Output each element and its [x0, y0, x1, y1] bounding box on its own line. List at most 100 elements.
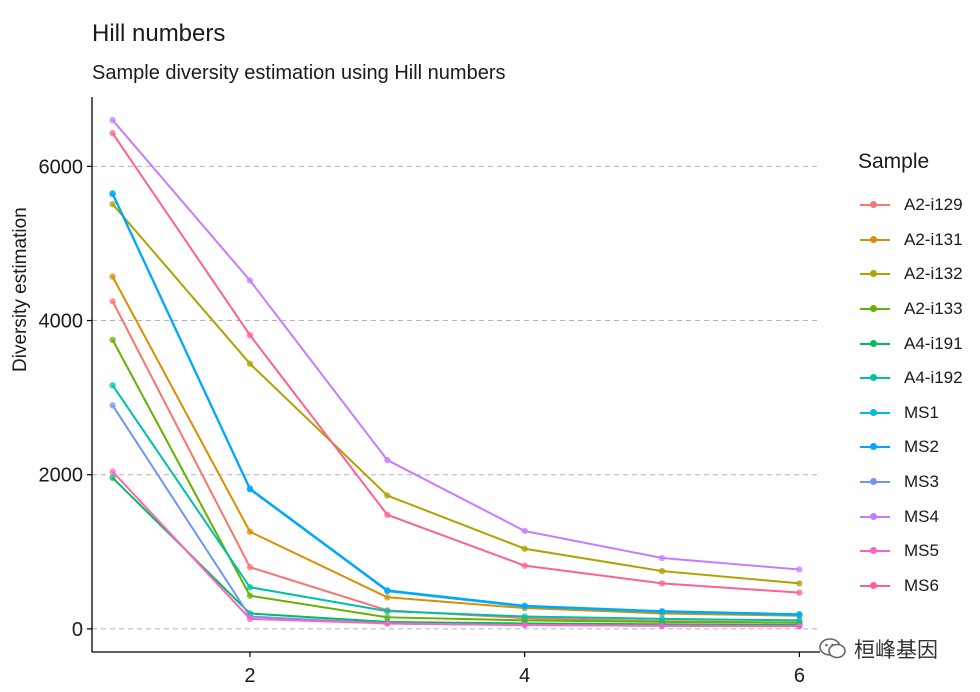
point-A2-i132-2 — [246, 360, 254, 367]
point-MS4-4 — [521, 527, 528, 535]
point-A2-i129-2 — [246, 564, 254, 571]
legend-label: A4-i191 — [904, 333, 963, 353]
legend-item-MS1: MS1 — [858, 396, 963, 431]
legend-item-A4-i191: A4-i191 — [858, 326, 963, 361]
point-MS6-4 — [521, 562, 528, 569]
legend-key-point — [870, 201, 877, 209]
legend-label: MS4 — [904, 506, 939, 526]
point-MS5-3 — [384, 620, 391, 627]
legend-label: A2-i131 — [904, 229, 963, 249]
watermark-text: 桓峰基因 — [854, 639, 938, 662]
legend-key-A2-i131 — [858, 233, 896, 247]
point-MS5-4 — [521, 621, 528, 629]
x-tick-label-2: 2 — [244, 665, 255, 687]
point-MS6-5 — [658, 580, 666, 587]
legend-item-MS6: MS6 — [858, 569, 963, 604]
series-line-A2-i132 — [111, 203, 800, 585]
series-line-MS4 — [111, 119, 800, 571]
point-MS5-2 — [246, 615, 254, 623]
chart-subtitle: Sample diversity estimation using Hill n… — [92, 62, 506, 84]
point-MS3-1 — [109, 402, 116, 409]
legend-key-A2-i129 — [858, 198, 896, 212]
y-tick-label-0: 0 — [72, 619, 83, 641]
legend-key-point — [870, 339, 877, 347]
legend-key-point — [870, 408, 877, 416]
legend-key-point — [870, 305, 877, 313]
point-A4-i191-1 — [109, 474, 116, 481]
point-MS6-3 — [384, 511, 391, 518]
point-A4-i192-4 — [521, 613, 528, 620]
point-MS2-6 — [796, 611, 803, 618]
point-MS4-3 — [384, 456, 391, 464]
watermark: 桓峰基因 — [818, 634, 938, 664]
point-MS2-3 — [384, 587, 391, 594]
legend-items: A2-i129 A2-i131 A2-i132 A2-i133 A4-i191 A4-i1… — [858, 188, 963, 603]
legend-item-A2-i132: A2-i132 — [858, 257, 963, 292]
legend-key-point — [870, 270, 877, 278]
point-MS2-4 — [521, 602, 528, 609]
legend-item-MS3: MS3 — [858, 465, 963, 500]
point-MS2-2 — [246, 485, 254, 492]
legend: Sample A2-i129 A2-i131 A2-i132 A2-i133 A4-i1… — [858, 150, 963, 603]
point-A2-i131-1 — [109, 273, 116, 280]
point-A2-i131-3 — [384, 594, 391, 601]
point-MS2-5 — [658, 607, 666, 615]
point-MS5-6 — [796, 622, 803, 630]
wechat-icon — [819, 638, 846, 659]
point-A2-i132-3 — [384, 492, 391, 499]
point-A2-i132-6 — [796, 580, 803, 587]
point-MS5-1 — [109, 468, 116, 475]
point-MS6-6 — [796, 589, 803, 596]
legend-label: MS6 — [904, 575, 939, 595]
legend-key-A2-i133 — [858, 302, 896, 316]
series-line-MS6 — [111, 132, 800, 594]
legend-key-point — [870, 478, 877, 486]
point-MS5-5 — [658, 622, 666, 629]
point-A2-i131-2 — [246, 528, 254, 535]
legend-key-point — [870, 512, 877, 520]
legend-key-MS4 — [858, 510, 896, 524]
legend-label: A2-i133 — [904, 299, 963, 319]
point-A4-i192-5 — [658, 615, 666, 623]
point-A4-i192-1 — [109, 382, 116, 389]
legend-item-A2-i129: A2-i129 — [858, 188, 963, 223]
legend-key-MS3 — [858, 475, 896, 489]
point-MS4-2 — [246, 277, 254, 284]
legend-key-MS6 — [858, 579, 896, 593]
legend-label: MS2 — [904, 437, 939, 457]
legend-key-A4-i191 — [858, 337, 896, 351]
series-line-A4-i192 — [111, 384, 800, 622]
series-line-A4-i191 — [111, 477, 800, 627]
x-tick-label-6: 6 — [794, 665, 805, 687]
series-line-MS1 — [111, 193, 800, 616]
point-A4-i192-6 — [796, 617, 803, 624]
point-A2-i133-3 — [384, 614, 391, 621]
legend-label: A2-i132 — [904, 264, 963, 284]
point-A2-i132-4 — [521, 545, 528, 552]
x-tick-label-4: 4 — [519, 665, 530, 687]
series-line-MS2 — [111, 192, 800, 616]
series-line-A2-i131 — [111, 276, 800, 617]
point-MS2-1 — [109, 190, 116, 197]
legend-item-MS5: MS5 — [858, 534, 963, 569]
legend-key-MS1 — [858, 406, 896, 420]
point-A2-i132-5 — [658, 567, 666, 575]
point-MS4-6 — [796, 566, 803, 573]
point-A2-i133-1 — [109, 336, 116, 344]
legend-title: Sample — [858, 150, 930, 173]
point-MS4-1 — [109, 116, 116, 124]
point-A2-i132-1 — [109, 200, 116, 208]
legend-key-A4-i192 — [858, 371, 896, 385]
point-A4-i192-3 — [384, 607, 391, 615]
y-tick-label-2000: 2000 — [39, 465, 84, 487]
legend-key-point — [870, 235, 877, 243]
series-line-MS3 — [111, 404, 800, 628]
legend-key-point — [870, 443, 877, 451]
legend-key-point — [870, 581, 877, 589]
point-A2-i129-1 — [109, 298, 116, 305]
y-tick-label-6000: 6000 — [39, 156, 84, 178]
series-line-MS5 — [111, 470, 800, 628]
legend-item-A2-i133: A2-i133 — [858, 292, 963, 327]
legend-item-A2-i131: A2-i131 — [858, 223, 963, 258]
point-A4-i192-2 — [246, 584, 254, 591]
